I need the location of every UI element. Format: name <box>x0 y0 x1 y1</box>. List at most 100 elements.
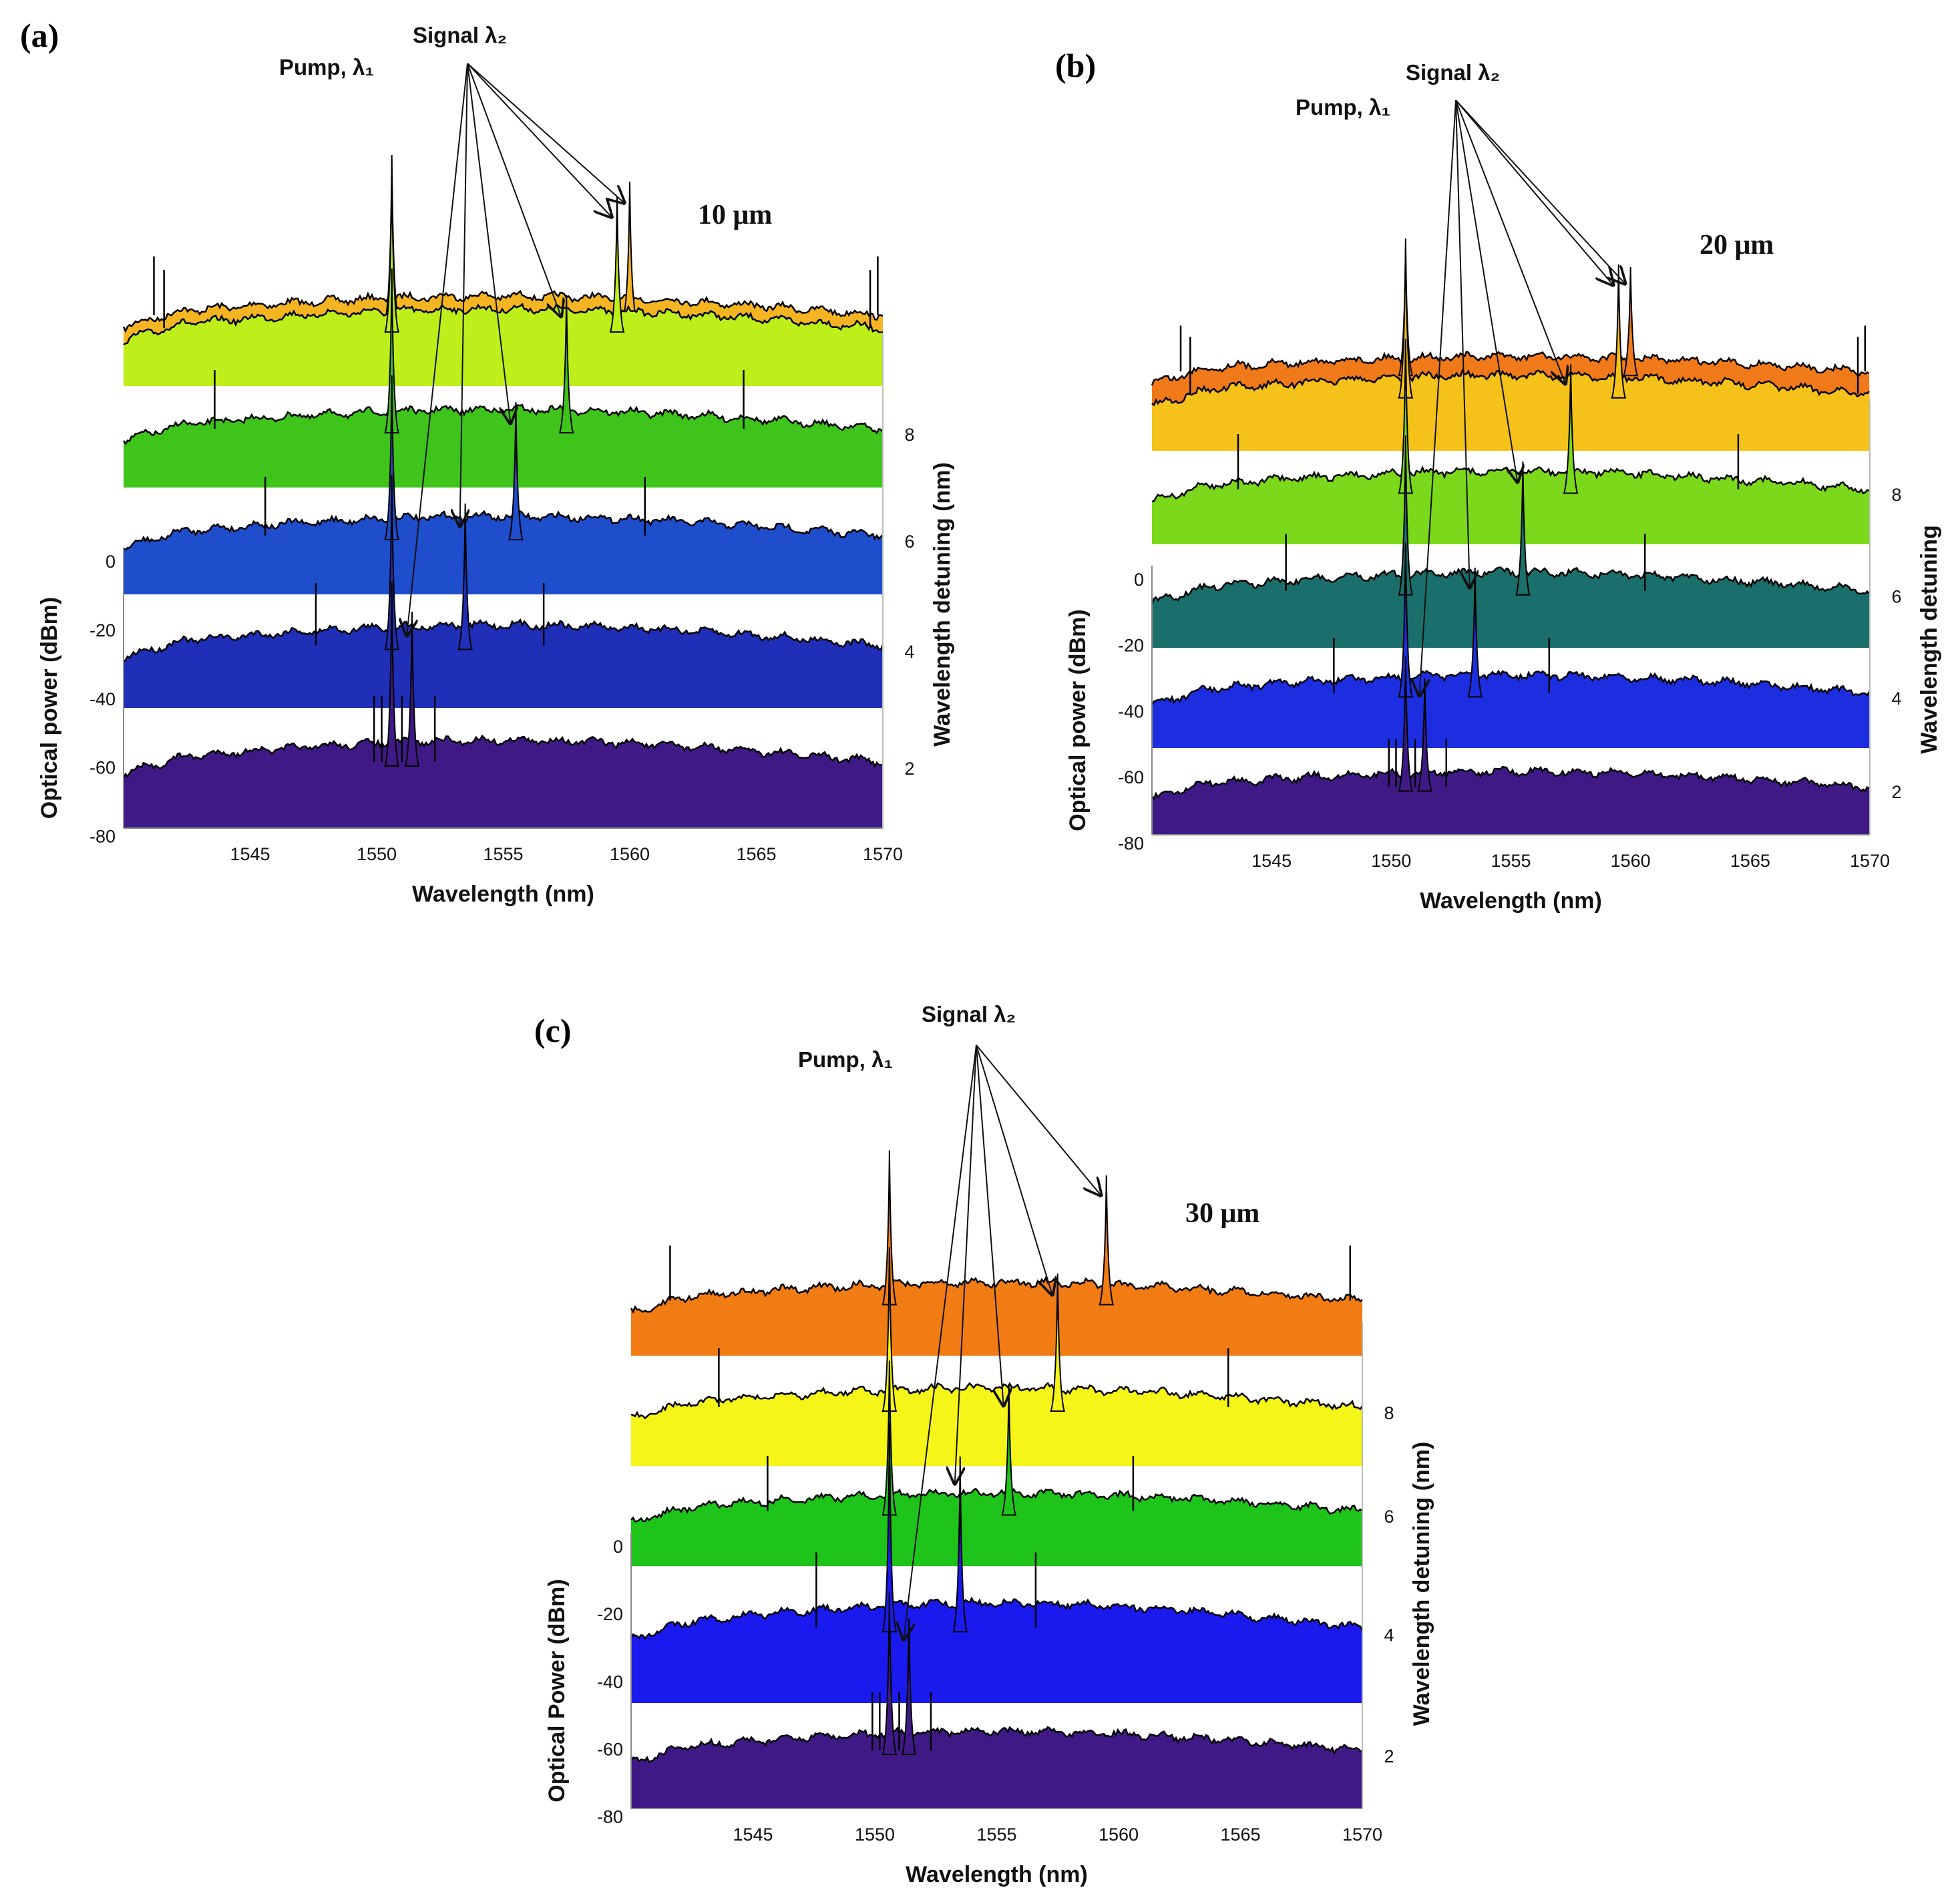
y2-axis-title: Wavelength detuning (nm) <box>1409 1442 1434 1726</box>
pump-peak-8 <box>384 268 400 433</box>
signal-label: Signal λ₂ <box>1406 60 1500 85</box>
signal-peak-10 <box>1611 264 1627 399</box>
signal-arrow-6 <box>467 63 510 423</box>
thickness-label: 10 μm <box>698 200 772 230</box>
spectrum-trace-6 <box>123 510 884 551</box>
signal-peak-6 <box>508 401 524 540</box>
pump-peak-2 <box>1398 656 1414 792</box>
y2-tick-6: 6 <box>904 532 914 552</box>
y-tick--80: -80 <box>1118 833 1144 853</box>
y2-tick-2: 2 <box>1384 1746 1394 1766</box>
spectrum-trace-2 <box>1151 765 1870 801</box>
y-tick--80: -80 <box>597 1807 623 1827</box>
spectrum-fill-2 <box>124 735 883 828</box>
pump-label: Pump, λ₁ <box>798 1047 893 1072</box>
panel-c: (c) 1545 1550 1555 1560 1565 1570 Wavelength (n… <box>534 1002 1434 1887</box>
pump-peak-2 <box>881 1592 898 1756</box>
y2-tick-8: 8 <box>904 425 914 445</box>
spectrum-fill-6 <box>1152 567 1870 648</box>
signal-arrow-6 <box>976 1044 1004 1406</box>
y2-tick-8: 8 <box>1384 1403 1394 1423</box>
x-axis-title: Wavelength (nm) <box>412 882 594 907</box>
spectrum-fill-6 <box>124 511 883 594</box>
signal-arrow-8 <box>467 63 561 317</box>
thickness-label: 30 μm <box>1185 1198 1259 1229</box>
spectrum-trace-12 <box>122 289 884 333</box>
spectrum-trace-2 <box>630 1726 1363 1763</box>
spectrum-fill-4 <box>124 620 883 708</box>
x-tick-1560: 1560 <box>1099 1825 1139 1845</box>
signal-label: Signal λ₂ <box>413 23 507 47</box>
signal-peak-12 <box>1623 266 1639 377</box>
x-tick-1560: 1560 <box>1611 851 1651 871</box>
x-tick-1550: 1550 <box>1371 851 1411 871</box>
signal-peak-8 <box>558 295 574 433</box>
panel-b: (b) 1545 1550 1555 1560 1565 1570 Wavelength (n… <box>1055 47 1942 914</box>
y-tick--20: -20 <box>89 620 116 640</box>
y-tick--60: -60 <box>597 1740 623 1760</box>
spectrum-fill-2 <box>631 1726 1362 1808</box>
x-axis-title: Wavelength (nm) <box>1420 888 1602 914</box>
spectrum-trace-2 <box>122 734 884 779</box>
x-tick-1570: 1570 <box>863 844 903 864</box>
x-tick-1565: 1565 <box>736 844 776 864</box>
y2-tick-6: 6 <box>1384 1507 1394 1527</box>
spectrum-trace-10 <box>1151 368 1870 407</box>
y2-tick-2: 2 <box>904 759 914 779</box>
x-tick-1565: 1565 <box>1220 1825 1260 1845</box>
signal-arrow-6 <box>1455 100 1517 482</box>
x-tick-1545: 1545 <box>1251 851 1292 871</box>
signal-peak-6 <box>1515 461 1531 596</box>
y-axis-title: Optical power (dBm) <box>37 597 62 819</box>
spectrum-trace-4 <box>123 618 884 662</box>
signal-peak-12 <box>622 181 638 320</box>
signal-arrow-4 <box>460 63 467 526</box>
y2-tick-4: 4 <box>1384 1626 1394 1646</box>
y2-tick-8: 8 <box>1891 485 1901 505</box>
y2-tick-4: 4 <box>904 642 914 662</box>
pump-peak-4 <box>384 475 400 650</box>
x-tick-1550: 1550 <box>855 1825 895 1845</box>
y-axis-title: Optical power (dBm) <box>1065 609 1091 831</box>
spectrum-fill-8 <box>1152 467 1870 544</box>
spectrum-fill-8 <box>124 405 883 488</box>
spectrum-fill-10 <box>124 304 883 386</box>
signal-arrow-2 <box>407 63 468 636</box>
panel-letter: (c) <box>534 1012 572 1049</box>
spectrum-trace-6 <box>1151 566 1870 605</box>
spectrum-fill-4 <box>1152 671 1870 748</box>
y-tick--60: -60 <box>89 758 116 778</box>
signal-arrow-12 <box>1455 100 1625 284</box>
x-axis-title: Wavelength (nm) <box>906 1862 1088 1887</box>
spectrum-trace-4 <box>630 1596 1364 1640</box>
signal-peak-4 <box>457 503 473 650</box>
spectrum-fill-4 <box>631 1598 1362 1703</box>
signal-peak-4 <box>952 1456 968 1633</box>
y-tick--20: -20 <box>1118 636 1144 656</box>
pump-peak-4 <box>881 1422 898 1633</box>
pump-peak-6 <box>384 375 400 540</box>
pump-peak-10 <box>384 170 400 333</box>
spectrum-trace-8 <box>630 1382 1364 1420</box>
signal-arrow-2 <box>904 1044 977 1640</box>
signal-peak-2 <box>901 1618 917 1756</box>
x-tick-1555: 1555 <box>976 1825 1016 1845</box>
signal-arrow-10 <box>1455 100 1613 285</box>
y2-tick-4: 4 <box>1891 689 1901 709</box>
x-tick-1570: 1570 <box>1850 851 1890 871</box>
y-axis-title: Optical Power (dBm) <box>544 1579 570 1802</box>
y-tick--40: -40 <box>597 1672 623 1692</box>
panel-letter: (b) <box>1055 47 1096 84</box>
pump-peak-10 <box>1398 238 1414 399</box>
y-tick-0: 0 <box>1134 570 1144 590</box>
x-tick-1550: 1550 <box>357 844 397 864</box>
signal-peak-4 <box>1467 567 1483 698</box>
y-tick-0: 0 <box>613 1537 623 1557</box>
signal-arrow-8 <box>976 1044 1052 1295</box>
spectrum-trace-4 <box>1151 669 1871 706</box>
signal-arrow-10 <box>467 63 612 217</box>
pump-label: Pump, λ₁ <box>279 55 374 79</box>
y-tick--40: -40 <box>89 689 116 709</box>
y-tick--40: -40 <box>1118 701 1144 721</box>
